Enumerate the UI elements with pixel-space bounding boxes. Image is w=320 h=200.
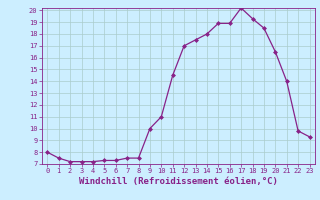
X-axis label: Windchill (Refroidissement éolien,°C): Windchill (Refroidissement éolien,°C) [79, 177, 278, 186]
